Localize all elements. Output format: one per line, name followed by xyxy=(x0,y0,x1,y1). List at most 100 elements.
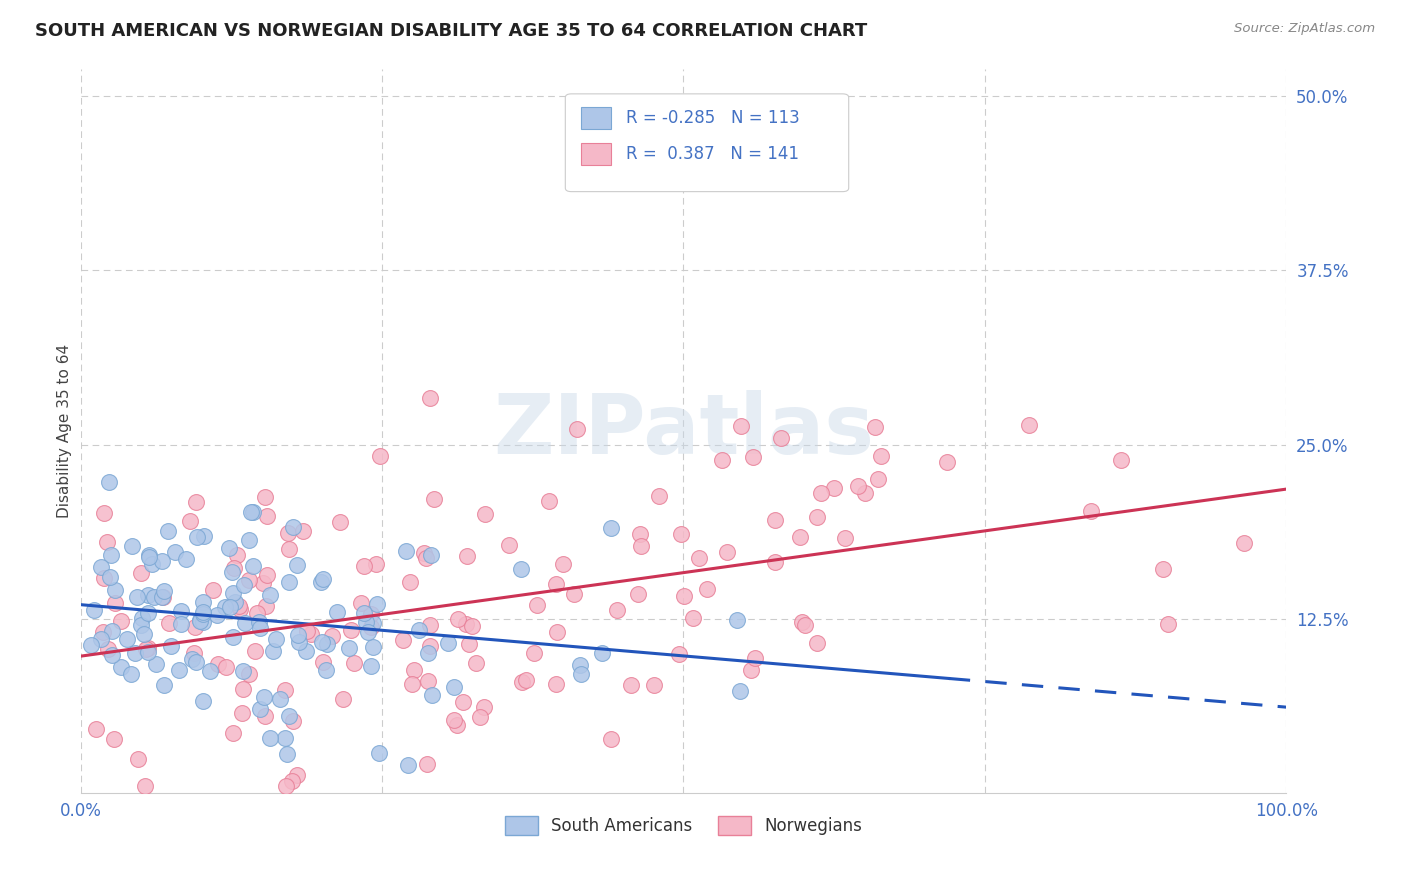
Point xyxy=(127,752,149,766)
Point xyxy=(188,614,211,628)
Point xyxy=(90,632,112,647)
Point xyxy=(443,680,465,694)
Point xyxy=(233,578,256,592)
Point xyxy=(129,618,152,632)
Point xyxy=(238,573,260,587)
Point xyxy=(627,587,650,601)
Point xyxy=(183,646,205,660)
Point xyxy=(222,630,245,644)
Point xyxy=(132,627,155,641)
Point xyxy=(763,513,786,527)
Point xyxy=(643,678,665,692)
Point xyxy=(1232,535,1254,549)
Point xyxy=(360,620,382,634)
Point xyxy=(264,632,287,647)
Point xyxy=(238,666,260,681)
Point xyxy=(356,615,378,630)
Point xyxy=(468,710,491,724)
Point xyxy=(526,598,548,612)
Point xyxy=(402,663,425,677)
Point xyxy=(101,648,124,663)
Point xyxy=(247,615,270,629)
Point xyxy=(180,651,202,665)
Point xyxy=(770,431,793,445)
Point xyxy=(136,641,159,656)
Point xyxy=(152,678,174,692)
Point xyxy=(412,545,434,559)
Point xyxy=(259,731,281,746)
Point xyxy=(806,510,828,524)
Point xyxy=(228,599,250,613)
Point xyxy=(419,391,441,405)
Point xyxy=(222,561,245,575)
Point xyxy=(1157,616,1180,631)
Point xyxy=(562,587,585,601)
Point xyxy=(728,683,751,698)
Point xyxy=(93,571,115,585)
Point xyxy=(343,657,366,671)
Point xyxy=(156,524,179,538)
Point xyxy=(276,747,298,761)
Point xyxy=(191,693,214,707)
Point xyxy=(277,526,299,541)
Point xyxy=(868,471,890,485)
Point xyxy=(277,574,299,589)
Point xyxy=(606,603,628,617)
Point xyxy=(96,535,118,549)
Point xyxy=(498,538,520,552)
Point xyxy=(274,731,297,746)
Point xyxy=(311,635,333,649)
Point xyxy=(299,627,322,641)
Point xyxy=(136,645,159,659)
Point xyxy=(460,619,482,633)
Point xyxy=(321,629,343,643)
Point xyxy=(221,586,243,600)
Point xyxy=(510,675,533,690)
Point xyxy=(553,557,575,571)
Point xyxy=(823,481,845,495)
Point xyxy=(569,658,592,673)
Point xyxy=(630,539,652,553)
Point xyxy=(671,527,693,541)
Point xyxy=(157,615,180,630)
Point xyxy=(848,479,870,493)
Point xyxy=(145,657,167,671)
Point xyxy=(188,613,211,627)
Point xyxy=(174,551,197,566)
Point xyxy=(253,690,276,705)
Point xyxy=(134,779,156,793)
Point xyxy=(138,548,160,562)
Point xyxy=(472,700,495,714)
Point xyxy=(83,603,105,617)
Point xyxy=(339,623,361,637)
Point xyxy=(360,607,382,621)
Point xyxy=(150,591,173,605)
Point xyxy=(142,590,165,604)
Point xyxy=(312,572,335,586)
Point xyxy=(648,489,671,503)
Point xyxy=(672,589,695,603)
Point xyxy=(353,607,375,621)
Point xyxy=(281,714,304,728)
Point xyxy=(129,566,152,580)
Point xyxy=(456,616,478,631)
Point xyxy=(401,677,423,691)
Point xyxy=(600,731,623,746)
Point xyxy=(91,624,114,639)
Point xyxy=(184,620,207,634)
Point xyxy=(191,605,214,619)
Point xyxy=(253,490,276,504)
Point xyxy=(1109,453,1132,467)
Point xyxy=(1080,504,1102,518)
Point xyxy=(394,544,416,558)
Point xyxy=(150,554,173,568)
Point xyxy=(170,604,193,618)
Point xyxy=(716,545,738,559)
Point xyxy=(138,550,160,565)
Point xyxy=(763,555,786,569)
Point xyxy=(688,551,710,566)
Point xyxy=(252,576,274,591)
Point xyxy=(79,638,101,652)
Point xyxy=(297,624,319,638)
Point xyxy=(262,644,284,658)
